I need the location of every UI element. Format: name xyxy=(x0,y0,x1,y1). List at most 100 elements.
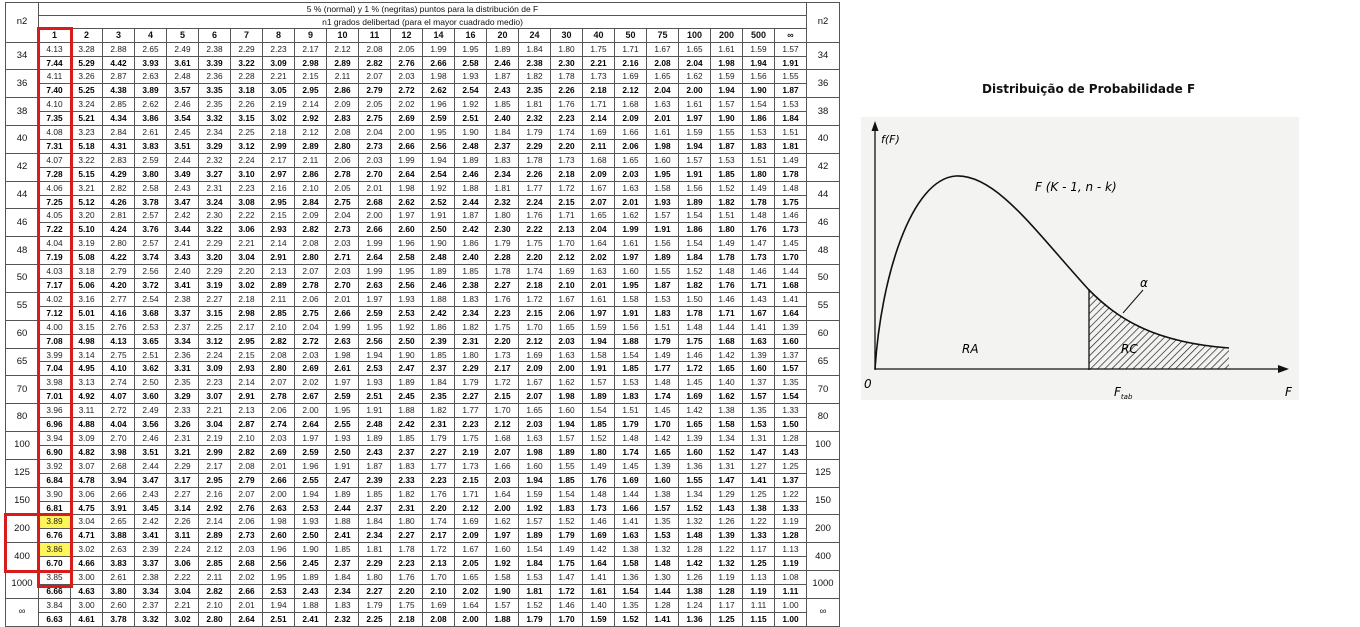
column-header: 100 xyxy=(678,28,711,43)
table-cell-5pct: 2.27 xyxy=(166,486,199,502)
header-subtitle-row: n1 grados delibertad (para el mayor cuad… xyxy=(6,15,840,30)
table-cell-5pct: 1.69 xyxy=(614,69,647,85)
table-cell-5pct: 2.59 xyxy=(134,152,167,168)
table-cell-1pct: 2.40 xyxy=(486,111,519,127)
table-cell-5pct: 1.53 xyxy=(518,570,551,585)
table-cell-5pct: 1.90 xyxy=(454,125,487,140)
table-cell-1pct: 2.13 xyxy=(422,556,455,572)
curve-label: F (K - 1, n - k) xyxy=(1035,180,1117,194)
table-cell-5pct: 1.73 xyxy=(486,347,519,363)
table-cell-1pct: 3.20 xyxy=(198,250,231,266)
table-cell-1pct: 2.46 xyxy=(422,278,455,293)
table-cell-5pct: 1.48 xyxy=(646,375,679,391)
table-cell-5pct: 1.46 xyxy=(710,291,743,307)
table-cell-1pct: 2.82 xyxy=(230,444,263,460)
table-cell-1pct: 6.96 xyxy=(38,417,71,432)
x-axis-label: F xyxy=(1285,385,1293,399)
table-cell-1pct: 2.80 xyxy=(198,611,231,627)
table-row-1pct: 6.76 4.71 3.88 3.41 3.11 2.89 2.73 2.60 2.50 2.41… xyxy=(6,528,840,544)
table-cell-1pct: 3.51 xyxy=(134,444,167,460)
table-cell-5pct: 3.11 xyxy=(70,403,103,419)
table-cell-5pct: 1.79 xyxy=(486,236,519,252)
table-cell-1pct: 2.27 xyxy=(454,389,487,405)
table-cell-5pct: 1.95 xyxy=(422,125,455,140)
y-axis-label: f(F) xyxy=(881,133,900,146)
table-cell-5pct: 1.35 xyxy=(742,403,775,419)
table-cell-1pct: 3.83 xyxy=(102,556,135,572)
column-header: 50 xyxy=(614,28,647,43)
table-cell-5pct: 1.54 xyxy=(742,97,775,113)
table-cell-1pct: 2.53 xyxy=(262,583,295,599)
table-cell-1pct: 1.80 xyxy=(742,166,775,182)
table-cell-1pct: 2.70 xyxy=(326,278,359,293)
table-cell-5pct: 1.71 xyxy=(550,208,583,224)
n2-label-right: 46 xyxy=(806,208,840,238)
table-cell-5pct: 1.73 xyxy=(582,69,615,85)
n2-label-right: 55 xyxy=(806,291,840,321)
table-cell-5pct: 1.79 xyxy=(422,430,455,446)
table-cell-5pct: 1.28 xyxy=(678,542,711,558)
table-cell-5pct: 1.71 xyxy=(454,486,487,502)
table-cell-5pct: 1.97 xyxy=(294,430,327,446)
table-cell-5pct: 3.18 xyxy=(70,264,103,280)
table-cell-5pct: 1.78 xyxy=(550,69,583,85)
table-cell-5pct: 4.11 xyxy=(38,69,71,85)
table-cell-1pct: 3.32 xyxy=(198,111,231,127)
n2-label-right: 200 xyxy=(806,514,840,544)
table-cell-1pct: 4.13 xyxy=(102,333,135,349)
table-cell-5pct: 1.65 xyxy=(678,41,711,57)
alpha-pointer xyxy=(1122,289,1144,314)
table-cell-5pct: 1.79 xyxy=(358,597,391,613)
table-cell-5pct: 1.47 xyxy=(742,236,775,252)
table-cell-5pct: 2.34 xyxy=(198,125,231,140)
table-cell-1pct: 1.42 xyxy=(678,556,711,572)
table-cell-1pct: 3.24 xyxy=(198,194,231,210)
table-cell-5pct: 2.14 xyxy=(294,97,327,113)
table-cell-1pct: 3.86 xyxy=(134,111,167,127)
table-cell-1pct: 1.19 xyxy=(742,583,775,599)
table-cell-1pct: 2.56 xyxy=(422,138,455,154)
table-cell-1pct: 1.94 xyxy=(678,138,711,154)
table-cell-5pct: 1.77 xyxy=(422,458,455,474)
table-cell-1pct: 2.67 xyxy=(294,389,327,405)
table-cell-5pct: 2.75 xyxy=(102,347,135,363)
table-cell-5pct: 2.03 xyxy=(390,69,423,85)
table-cell-5pct: 1.72 xyxy=(486,375,519,391)
table-cell-5pct: 2.29 xyxy=(230,41,263,57)
table-cell-5pct: 2.06 xyxy=(262,403,295,419)
table-cell-5pct: 1.82 xyxy=(518,69,551,85)
table-cell-5pct: 1.45 xyxy=(774,236,807,252)
table-cell-5pct: 2.23 xyxy=(198,375,231,391)
column-header: 30 xyxy=(550,28,583,43)
table-cell-5pct: 3.84 xyxy=(38,597,71,613)
table-cell-1pct: 1.63 xyxy=(614,528,647,544)
table-row-5pct: 80 3.96 3.11 2.72 2.49 2.33 2.21 2.13 2.06 2.00 1.… xyxy=(5,403,840,432)
table-cell-1pct: 1.54 xyxy=(774,389,807,405)
table-row-1pct: 6.70 4.66 3.83 3.37 3.06 2.85 2.68 2.56 2.45 2.37… xyxy=(6,556,840,572)
table-cell-5pct: 1.62 xyxy=(614,208,647,224)
table-cell-5pct: 1.44 xyxy=(710,319,743,335)
table-cell-5pct: 1.74 xyxy=(550,125,583,140)
table-cell-5pct: 1.67 xyxy=(518,375,551,391)
table-cell-5pct: 1.90 xyxy=(294,542,327,558)
table-cell-1pct: 2.64 xyxy=(390,166,423,182)
table-cell-5pct: 2.18 xyxy=(262,125,295,140)
table-cell-5pct: 1.95 xyxy=(326,403,359,419)
table-cell-5pct: 1.89 xyxy=(326,486,359,502)
table-cell-5pct: 1.83 xyxy=(390,458,423,474)
table-cell-1pct: 4.16 xyxy=(102,305,135,321)
table-cell-5pct: 2.39 xyxy=(134,542,167,558)
table-cell-1pct: 2.66 xyxy=(326,305,359,321)
table-cell-5pct: 1.39 xyxy=(678,430,711,446)
table-cell-5pct: 1.45 xyxy=(614,458,647,474)
table-cell-1pct: 2.03 xyxy=(614,166,647,182)
table-cell-1pct: 1.57 xyxy=(774,361,807,377)
table-cell-1pct: 2.12 xyxy=(486,417,519,432)
table-cell-1pct: 2.68 xyxy=(230,556,263,572)
table-cell-5pct: 1.56 xyxy=(614,319,647,335)
table-row-1pct: 6.90 4.82 3.98 3.51 3.21 2.99 2.82 2.69 2.59 2.50… xyxy=(6,444,840,460)
table-cell-5pct: 1.73 xyxy=(550,152,583,168)
table-cell-5pct: 1.51 xyxy=(774,125,807,140)
table-cell-5pct: 1.65 xyxy=(582,208,615,224)
table-cell-1pct: 2.66 xyxy=(422,55,455,71)
